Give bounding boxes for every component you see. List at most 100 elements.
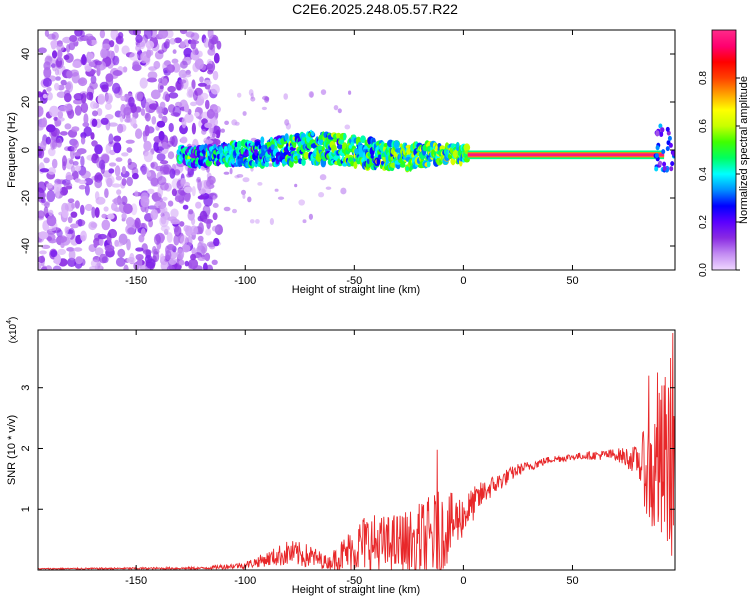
snr-y-ticks: 1 2 3 — [20, 385, 675, 512]
snr-panel: -150 -100 -50 0 50 1 2 3 (x104) Height of stra… — [6, 317, 676, 596]
noise-blob — [101, 219, 111, 231]
noise-blob — [212, 195, 216, 201]
noise-blob — [74, 151, 82, 156]
signal-blob — [405, 166, 409, 172]
noise-blob — [94, 60, 103, 66]
noise-blob — [54, 68, 60, 76]
noise-blob — [170, 112, 180, 117]
noise-blob — [143, 30, 153, 39]
noise-blob — [283, 93, 289, 100]
noise-blob — [213, 105, 221, 114]
snr-ylabel: SNR (10 * v/v) — [6, 415, 18, 485]
noise-blob — [190, 32, 200, 41]
noise-blob — [135, 91, 144, 102]
noise-blob — [191, 79, 196, 90]
noise-blob — [83, 126, 92, 137]
noise-blob — [206, 108, 215, 119]
noise-blob — [108, 122, 118, 127]
noise-blob — [155, 200, 161, 207]
signal-blob — [310, 131, 315, 137]
noise-blob — [190, 39, 197, 50]
noise-blob — [145, 101, 150, 113]
noise-blob — [158, 30, 169, 39]
noise-blob — [47, 167, 56, 175]
noise-blob — [224, 120, 230, 126]
noise-blob — [77, 218, 83, 227]
x-tick-label: -50 — [346, 575, 362, 587]
signal-blob — [301, 158, 306, 166]
noise-blob — [200, 92, 209, 100]
noise-blob — [121, 178, 127, 186]
x-tick-label: 50 — [566, 275, 578, 287]
noise-blob — [168, 92, 179, 99]
noise-blob — [56, 43, 65, 52]
noise-blob — [241, 189, 246, 195]
noise-blob — [71, 126, 80, 132]
noise-blob — [38, 210, 45, 219]
spectrogram-xlabel: Height of straight line (km) — [292, 284, 420, 296]
noise-blob — [114, 44, 119, 54]
noise-blob — [89, 81, 98, 90]
noise-blob — [70, 165, 76, 173]
noise-blob — [115, 175, 122, 181]
noise-blob — [160, 215, 167, 225]
noise-blob — [101, 43, 111, 50]
noise-blob — [344, 124, 351, 130]
noise-blob — [188, 209, 194, 215]
noise-blob — [108, 133, 114, 145]
noise-blob — [108, 168, 115, 174]
noise-blob — [211, 36, 218, 45]
noise-blob — [56, 91, 67, 98]
noise-blob — [199, 76, 204, 83]
noise-blob — [216, 40, 222, 50]
noise-blob — [150, 177, 159, 187]
colorbar-gradient — [711, 29, 737, 271]
noise-blob — [140, 108, 146, 116]
noise-blob — [231, 119, 238, 126]
noise-blob — [115, 257, 126, 267]
signal-blob — [463, 145, 471, 151]
noise-blob — [73, 93, 84, 101]
noise-blob — [64, 92, 72, 103]
snr-x-ticks: -150 -100 -50 0 50 — [125, 330, 579, 587]
noise-blob — [139, 77, 148, 89]
x-tick-label: -100 — [234, 575, 256, 587]
noise-blob — [52, 50, 58, 59]
noise-blob — [168, 257, 177, 265]
noise-blob — [125, 216, 135, 227]
noise-blob — [135, 44, 141, 52]
noise-blob — [212, 203, 219, 208]
signal-blob — [260, 136, 265, 144]
noise-blob — [160, 253, 165, 262]
x-tick-label: 0 — [460, 575, 466, 587]
noise-blob — [99, 253, 108, 264]
noise-blob — [90, 259, 99, 268]
noise-blob — [156, 106, 162, 115]
noise-blob — [94, 207, 100, 218]
noise-blob — [83, 113, 89, 125]
noise-blob — [42, 93, 48, 99]
spectrogram-ylabel: Frequency (Hz) — [6, 112, 18, 188]
snr-plot-area — [38, 330, 675, 570]
noise-blob — [115, 157, 123, 162]
noise-blob — [57, 111, 64, 119]
x-tick-label: -50 — [346, 275, 362, 287]
noise-blob — [201, 118, 208, 125]
noise-blob — [194, 58, 204, 70]
noise-blob — [145, 258, 156, 269]
noise-blob — [153, 234, 161, 245]
signal-blob — [661, 149, 666, 155]
noise-blob — [66, 247, 74, 252]
noise-blob — [112, 55, 120, 66]
noise-blob — [183, 47, 193, 58]
noise-blob — [70, 223, 79, 229]
noise-blob — [132, 172, 139, 180]
noise-blob — [101, 84, 109, 93]
noise-blob — [135, 254, 144, 261]
colorbar-ticks: 0.0 0.2 0.4 0.6 0.8 — [698, 71, 740, 277]
noise-blob — [48, 209, 54, 216]
noise-blob — [113, 135, 122, 142]
noise-blob — [129, 252, 135, 263]
y-tick-label: 1 — [20, 506, 32, 512]
noise-blob — [48, 226, 57, 232]
